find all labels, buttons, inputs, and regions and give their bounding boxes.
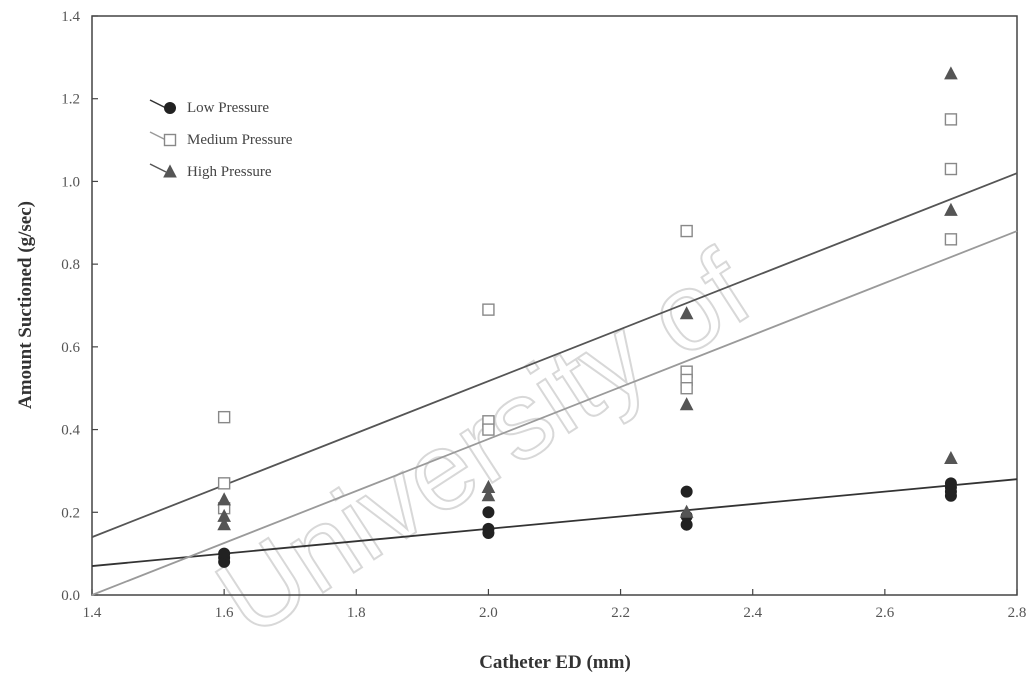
low-pressure-point [680,485,693,498]
y-tick-label: 0.0 [61,588,80,604]
plot-frame [91,15,1018,596]
y-tick-label: 0.6 [61,340,80,356]
legend-marker-medium-pressure [163,133,177,147]
y-tick-label: 0.4 [61,423,80,439]
medium-pressure-point [944,162,958,176]
legend-marker-high-pressure [163,164,177,178]
medium-pressure-point [680,382,693,395]
x-tick-label: 1.4 [83,605,102,621]
x-tick-label: 1.6 [215,605,234,621]
y-tick-label: 0.2 [61,505,80,521]
medium-pressure-point [680,224,693,238]
low-pressure-fit-line [91,478,1018,567]
y-tick-label: 0.8 [61,257,80,273]
high-pressure-point [481,488,496,502]
high-pressure-point [217,517,231,531]
high-pressure-point [944,450,958,465]
low-pressure-point [482,522,495,535]
legend-line-high-pressure [149,163,167,173]
medium-pressure-point [217,410,231,424]
legend-label-low-pressure: Low Pressure [187,100,269,116]
medium-pressure-point [217,477,231,490]
x-axis-title: Catheter ED (mm) [479,652,631,673]
low-pressure-point [482,506,495,519]
high-pressure-point [679,306,694,320]
medium-pressure-fit-line [91,230,1018,596]
legend-label-high-pressure: High Pressure [187,164,272,180]
high-pressure-point [217,492,231,506]
y-tick-label: 1.2 [61,92,80,108]
plot-area: 1.4 1.6 1.8 2.0 2.2 2.4 2.6 2.8 0.0 0.2 0.4 0.6 0.8 1… [61,9,1026,621]
low-pressure-point [218,547,231,560]
high-pressure-point [679,504,694,518]
legend-marker-low-pressure [164,102,176,114]
high-pressure-point [679,397,694,411]
medium-pressure-point [944,233,958,246]
medium-pressure-point [944,113,958,126]
x-tick-label: 2.2 [611,605,630,621]
legend-line-medium-pressure [149,131,167,141]
x-tick-label: 2.6 [875,605,894,621]
high-pressure-point [944,66,958,80]
x-tick-label: 2.8 [1008,605,1027,621]
legend-line-low-pressure [149,99,167,109]
high-pressure-fit-line [91,172,1018,538]
medium-pressure-point [482,423,495,436]
medium-pressure-point [482,303,495,316]
x-tick-label: 2.0 [479,605,498,621]
y-tick-label: 1.0 [61,174,80,190]
legend-label-medium-pressure: Medium Pressure [187,132,293,148]
y-tick-label: 1.4 [61,9,80,25]
low-pressure-point [944,477,957,490]
x-tick-label: 1.8 [347,605,366,621]
y-axis-title: Amount Suctioned (g/sec) [15,201,36,409]
x-tick-label: 2.4 [743,605,762,621]
high-pressure-point [944,202,958,216]
